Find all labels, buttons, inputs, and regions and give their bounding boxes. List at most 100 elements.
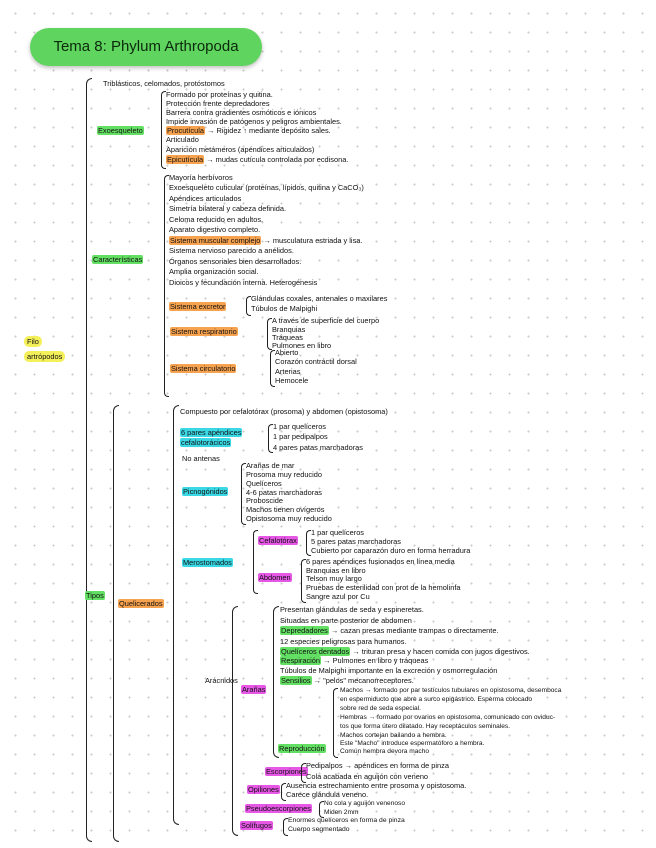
abd-item: Sangre azul por Cu: [306, 592, 370, 601]
car-item: Simetría bilateral y cabeza definida.: [169, 204, 287, 213]
root-label-line2: artrópodos: [24, 351, 66, 362]
aranas-item: Respiración → Pulmones en libro y tráque…: [280, 656, 428, 666]
car-item: Órganos sensoriales bien desarrollados.: [169, 257, 302, 266]
respiratorio-item: Branquias: [272, 325, 306, 334]
sensilios: Sensilios: [280, 676, 312, 685]
mero-label: Merostomados: [182, 558, 233, 568]
quel-label-text: Quelicerados: [118, 599, 164, 608]
repro-item: Machos → formado por par testículos tubu…: [340, 687, 562, 694]
brace-mero: [253, 530, 258, 594]
exo-item: Aparición metámeros (apéndices articulad…: [166, 145, 315, 154]
brace-car: [164, 175, 169, 397]
aranas-item: Túbulos de Malpighi importante en la exc…: [280, 666, 498, 675]
escorp-label: Escorpiones: [265, 767, 308, 777]
exo-item: Impide invasión de patógenos y peligros …: [166, 117, 342, 126]
picno-item: Prosoma muy reducido: [246, 470, 322, 479]
excretor-label-text: Sistema excretor: [169, 302, 227, 311]
car-label-text: Características: [92, 255, 144, 264]
cef-item: 1 par quelíceros: [311, 528, 364, 537]
aranas-item: Situadas en parte posterior de abdomen: [280, 616, 412, 625]
apendices-label-1: 6 pares apéndices: [180, 428, 243, 437]
apendices-item: 4 pares patas marchadoras: [273, 443, 363, 452]
car-item: Celoma reducido en adultos.: [169, 215, 264, 224]
repro-item: en espermiducto que abre a surco epigást…: [340, 696, 533, 703]
abd-item: 6 pares apéndices fusionados en línea me…: [306, 557, 455, 566]
aranas-item-text: → Pulmones en libro y tráqueas: [323, 656, 429, 665]
tipos-label: Tipos: [85, 591, 105, 601]
no-antenas: No antenas: [182, 454, 220, 463]
circulatorio-item: Hemocele: [275, 376, 309, 385]
opil-label: Opiliones: [247, 785, 280, 795]
car-item: Sistema nervioso parecido a anélidos.: [169, 246, 294, 255]
car-item: Apéndices articulados: [169, 194, 242, 203]
brace-escorp: [301, 763, 306, 783]
circulatorio-item: Corazón contráctil dorsal: [275, 357, 357, 366]
aranas-label: Arañas: [241, 685, 267, 695]
aranas-item: Sensilios → "pelos" mecanorreceptores.: [280, 676, 414, 686]
soli-label: Solífugos: [240, 821, 273, 831]
car-label: Características: [92, 255, 144, 265]
excretor-item: Túbulos de Malpighi: [251, 304, 318, 313]
excretor-label: Sistema excretor: [169, 302, 227, 312]
exo-item-text: → mudas cutícula controlada por ecdisona…: [206, 155, 349, 164]
picno-label: Picnogónidos: [182, 487, 229, 497]
pseudo-item: No cola y aguijón venenoso: [324, 800, 406, 807]
brace-circulatorio: [270, 350, 275, 387]
exo-item: Barrera contra gradientes osmóticos e ió…: [166, 108, 317, 117]
circulatorio-label: Sistema circulatorio: [170, 364, 237, 374]
opil-item: Ausencia estrechamiento entre prosoma y …: [286, 781, 467, 790]
respiratorio-label-text: Sistema respiratorio: [170, 327, 238, 336]
cef-label: Cefalotórax: [258, 536, 298, 546]
opil-label-text: Opiliones: [247, 785, 280, 794]
epicuticula: Epicutícula: [166, 155, 205, 164]
brace-exo: [161, 91, 166, 169]
apendices-label: 6 pares apéndices: [180, 428, 243, 438]
picno-label-text: Picnogónidos: [182, 487, 229, 496]
abd-item: Branquias en libro: [306, 566, 366, 575]
brace-tipos: [113, 405, 119, 842]
root-label: Filo: [24, 336, 42, 347]
brace-apendices: [268, 424, 273, 453]
repro-label-text: Reproducción: [278, 744, 326, 753]
respiratorio-label: Sistema respiratorio: [170, 327, 238, 337]
exo-label-text: Exoesqueleto: [97, 126, 144, 135]
apendices-item: 1 par pedipalpos: [273, 432, 328, 441]
opil-item: Carece glándula veneno.: [286, 790, 369, 799]
depredadores: Depredadores: [280, 626, 329, 635]
brace-root: [86, 78, 92, 842]
aranas-item: Quelíceros dentados → trituran presa y h…: [280, 647, 530, 657]
abd-item: Pruebas de esterilidad con prot de la he…: [306, 583, 461, 592]
aranas-item-text: → trituran presa y hacen comida con jugo…: [352, 647, 530, 656]
aranas-item-text: → "pelos" mecanorreceptores.: [313, 676, 414, 685]
procuticula: Procutícula: [166, 126, 205, 135]
picno-item: Arañas de mar: [246, 461, 295, 470]
repro-label: Reproducción: [278, 744, 326, 754]
respiracion: Respiración: [280, 656, 322, 665]
abd-label-text: Abdomen: [258, 573, 292, 582]
picno-item: Machos tienen ovígeros: [246, 505, 325, 514]
aranas-item: Depredadores → cazan presas mediante tra…: [280, 626, 499, 636]
soli-label-text: Solífugos: [240, 821, 273, 830]
exo-item: Epicutícula → mudas cutícula controlada …: [166, 155, 348, 165]
brace-aranas: [273, 606, 279, 758]
car-item: Aparato digestivo completo.: [169, 225, 261, 234]
cef-item: Cubierto por caparazón duro en forma her…: [311, 546, 471, 555]
respiratorio-item: Tráqueas: [272, 333, 303, 342]
brace-excretor: [246, 296, 251, 316]
cef-item: 5 pares patas marchadoras: [311, 537, 401, 546]
pseudo-label: Pseudoescorpiones: [245, 804, 312, 814]
aranas-label-text: Arañas: [241, 685, 267, 694]
excretor-item: Glándulas coxales, antenales o maxilares: [251, 294, 388, 303]
aranas-item-text: → cazan presas mediante trampas o direct…: [330, 626, 499, 635]
repro-item: tos que forma útero dilatado. Hay recept…: [340, 723, 511, 730]
picno-item: Quelíceros: [246, 479, 282, 488]
brace-respiratorio: [267, 318, 272, 350]
abd-label: Abdomen: [258, 573, 292, 583]
queliceros-dentados: Quelíceros dentados: [280, 647, 351, 656]
escorp-item: Cola acabada en aguijón con veneno: [306, 772, 429, 781]
brace-repro: [333, 688, 338, 758]
soli-item: Enormes quelíceros en forma de pinza: [288, 817, 405, 824]
brace-arac: [232, 606, 238, 836]
cef-label-text: Cefalotórax: [258, 536, 298, 545]
car-item: Amplia organización social.: [169, 267, 259, 276]
